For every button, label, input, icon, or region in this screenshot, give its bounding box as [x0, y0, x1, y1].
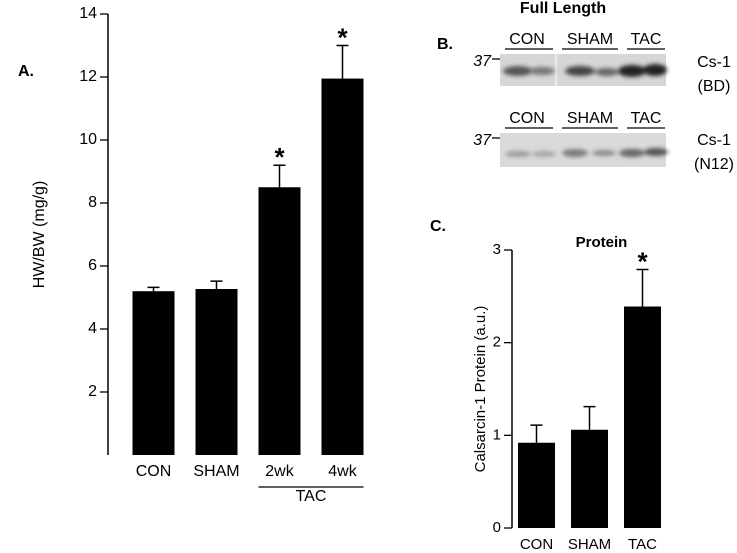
size-marker: 37 — [473, 132, 492, 149]
size-marker: 37 — [473, 53, 492, 70]
panel-label: C. — [430, 218, 446, 235]
blot-title: Full Length — [520, 0, 606, 17]
y-tick-label: 12 — [79, 68, 97, 85]
panel-label: B. — [437, 36, 453, 53]
error-bar — [147, 286, 160, 292]
y-tick-label: 8 — [88, 194, 97, 211]
bar — [624, 306, 661, 528]
y-axis-label: HW/BW (mg/g) — [31, 181, 48, 289]
significance-marker: * — [637, 246, 648, 276]
lane-label: TAC — [631, 110, 662, 127]
blot-row: CON SHAM TAC 37 Cs-1 (BD) — [473, 31, 731, 95]
error-bar — [636, 268, 649, 307]
bar — [258, 187, 301, 455]
blot-bands — [503, 64, 667, 77]
significance-marker: * — [337, 22, 348, 52]
blot-label: Cs-1 — [697, 54, 731, 71]
bar — [132, 291, 175, 455]
x-tick-label: SHAM — [193, 463, 239, 480]
bar — [195, 288, 238, 455]
bar — [518, 442, 555, 528]
x-tick-label: SHAM — [568, 536, 611, 553]
group-label: TAC — [296, 488, 327, 505]
error-bar — [210, 280, 223, 289]
blot-row: CON SHAM TAC 37 Cs-1 (N12) — [473, 110, 734, 173]
y-tick-label: 2 — [493, 334, 501, 351]
significance-marker: * — [274, 142, 285, 172]
x-tick-label: CON — [136, 463, 172, 480]
x-tick-label: 2wk — [265, 463, 294, 480]
chart-title: Protein — [576, 234, 628, 251]
lane-label: CON — [509, 31, 545, 48]
blot-antibody: (N12) — [694, 156, 734, 173]
bar — [321, 78, 364, 455]
x-tick-label: 4wk — [328, 463, 357, 480]
y-tick-label: 6 — [88, 257, 97, 274]
lane-label: CON — [509, 110, 545, 127]
lane-label: SHAM — [567, 110, 613, 127]
y-tick-label: 2 — [88, 383, 97, 400]
x-tick-label: CON — [520, 536, 553, 553]
x-tick-label: TAC — [628, 536, 657, 553]
y-tick-label: 14 — [79, 5, 97, 22]
error-bar — [273, 164, 286, 188]
bar — [571, 429, 608, 528]
blot-antibody: (BD) — [698, 78, 731, 95]
y-tick-label: 4 — [88, 320, 97, 337]
error-bar — [583, 405, 596, 430]
blot-label: Cs-1 — [697, 132, 731, 149]
error-bar — [336, 44, 349, 79]
y-tick-label: 3 — [493, 241, 501, 258]
blot-bands — [505, 148, 668, 157]
y-tick-label: 10 — [79, 131, 97, 148]
error-bar — [530, 424, 543, 443]
lane-label: TAC — [631, 31, 662, 48]
y-tick-label: 1 — [493, 426, 501, 443]
y-axis-label: Calsarcin-1 Protein (a.u.) — [472, 306, 489, 473]
lane-label: SHAM — [567, 31, 613, 48]
y-tick-label: 0 — [493, 519, 501, 536]
panel-label: A. — [18, 63, 34, 80]
